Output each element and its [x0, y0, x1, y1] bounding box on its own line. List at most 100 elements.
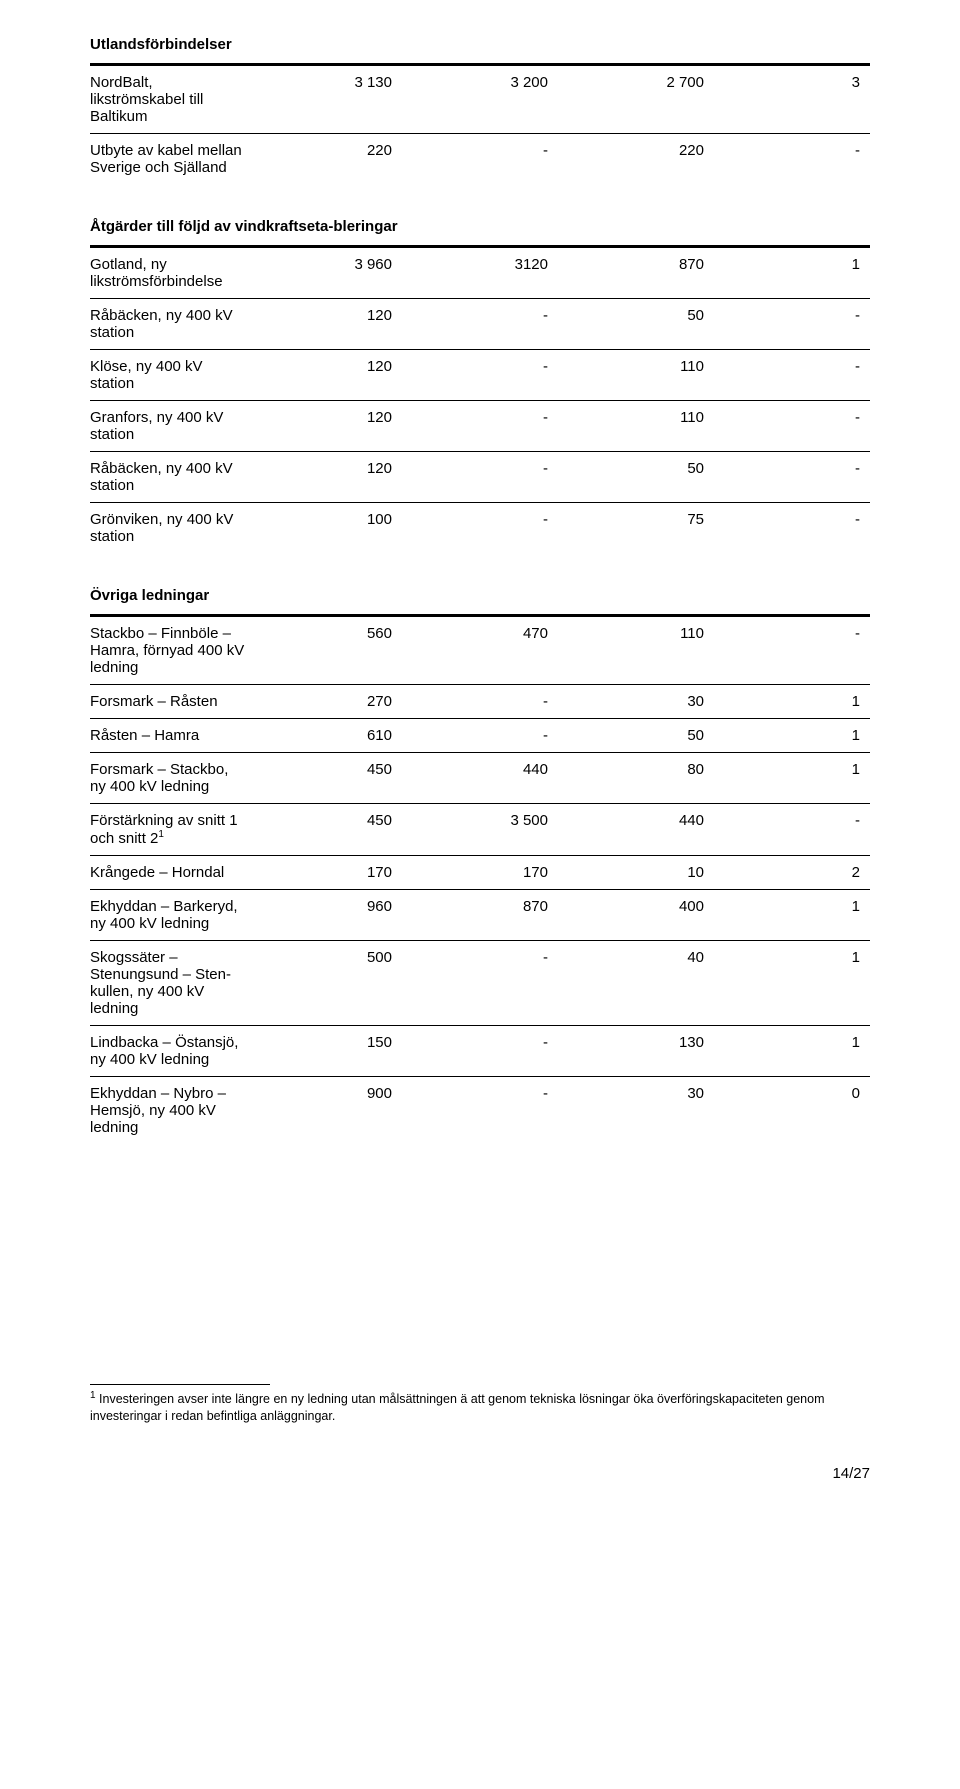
section-title-ovriga: Övriga ledningar [90, 587, 870, 604]
row-value: - [402, 401, 558, 452]
row-value: 400 [558, 890, 714, 941]
row-value: 470 [402, 617, 558, 685]
page-number: 14/27 [90, 1465, 870, 1482]
row-label: Råbäcken, ny 400 kV station [90, 452, 246, 503]
row-value: 500 [246, 941, 402, 1026]
row-value: 2 700 [558, 66, 714, 134]
table-row: Förstärkning av snitt 1 och snitt 214503… [90, 804, 870, 856]
row-value: 900 [246, 1077, 402, 1145]
row-label: Råsten – Hamra [90, 719, 246, 753]
row-value: 50 [558, 452, 714, 503]
row-value: 3 200 [402, 66, 558, 134]
row-value: 1 [714, 941, 870, 1026]
row-value: 960 [246, 890, 402, 941]
table-row: Råbäcken, ny 400 kV station120-50- [90, 452, 870, 503]
table-vind: Gotland, ny likströmsförbindelse3 960312… [90, 245, 870, 553]
row-value: 170 [246, 856, 402, 890]
row-value: 450 [246, 804, 402, 856]
table-row: Ekhyddan – Nybro – Hemsjö, ny 400 kV led… [90, 1077, 870, 1145]
row-value: - [714, 299, 870, 350]
row-value: 3 500 [402, 804, 558, 856]
row-value: 870 [558, 248, 714, 299]
row-value: - [714, 452, 870, 503]
row-value: 100 [246, 503, 402, 554]
row-value: 30 [558, 1077, 714, 1145]
table-row: Stackbo – Finnböle – Hamra, förnyad 400 … [90, 617, 870, 685]
row-value: - [714, 134, 870, 185]
row-label: Lindbacka – Östansjö, ny 400 kV ledning [90, 1026, 246, 1077]
table-row: Utbyte av kabel mellan Sverige och Själl… [90, 134, 870, 185]
row-value: 440 [402, 753, 558, 804]
row-value: 120 [246, 299, 402, 350]
row-label: NordBalt, likströmskabel till Baltikum [90, 66, 246, 134]
row-value: - [714, 617, 870, 685]
row-value: - [402, 350, 558, 401]
row-value: - [714, 350, 870, 401]
footnote: 1 Investeringen avser inte längre en ny … [90, 1389, 870, 1425]
row-label: Förstärkning av snitt 1 och snitt 21 [90, 804, 246, 856]
row-value: 870 [402, 890, 558, 941]
row-value: 270 [246, 685, 402, 719]
row-label: Skogssäter – Stenungsund – Sten-kullen, … [90, 941, 246, 1026]
row-value: 610 [246, 719, 402, 753]
row-value: 560 [246, 617, 402, 685]
table-row: Ekhyddan – Barkeryd, ny 400 kV ledning96… [90, 890, 870, 941]
row-value: 450 [246, 753, 402, 804]
row-value: - [402, 719, 558, 753]
row-value: - [402, 941, 558, 1026]
row-label: Krångede – Horndal [90, 856, 246, 890]
row-value: 120 [246, 401, 402, 452]
row-label: Råbäcken, ny 400 kV station [90, 299, 246, 350]
table-ovriga: Stackbo – Finnböle – Hamra, förnyad 400 … [90, 614, 870, 1144]
row-value: 1 [714, 685, 870, 719]
table-row: Granfors, ny 400 kV station120-110- [90, 401, 870, 452]
row-value: 30 [558, 685, 714, 719]
table-row: Grönviken, ny 400 kV station100-75- [90, 503, 870, 554]
row-label: Klöse, ny 400 kV station [90, 350, 246, 401]
row-value: 120 [246, 350, 402, 401]
row-value: 1 [714, 248, 870, 299]
row-value: 0 [714, 1077, 870, 1145]
row-value: 50 [558, 299, 714, 350]
row-value: 130 [558, 1026, 714, 1077]
row-label: Grönviken, ny 400 kV station [90, 503, 246, 554]
section-title-vind: Åtgärder till följd av vindkraftseta-ble… [90, 218, 870, 235]
table-row: Krångede – Horndal170170102 [90, 856, 870, 890]
row-label: Gotland, ny likströmsförbindelse [90, 248, 246, 299]
row-label: Granfors, ny 400 kV station [90, 401, 246, 452]
row-label: Forsmark – Råsten [90, 685, 246, 719]
row-value: - [402, 503, 558, 554]
row-value: - [714, 503, 870, 554]
row-value: 2 [714, 856, 870, 890]
row-value: 440 [558, 804, 714, 856]
row-value: 110 [558, 617, 714, 685]
table-row: Skogssäter – Stenungsund – Sten-kullen, … [90, 941, 870, 1026]
row-value: 10 [558, 856, 714, 890]
row-label: Stackbo – Finnböle – Hamra, förnyad 400 … [90, 617, 246, 685]
row-value: - [402, 1026, 558, 1077]
footnote-text: Investeringen avser inte längre en ny le… [90, 1392, 825, 1423]
row-label: Ekhyddan – Nybro – Hemsjö, ny 400 kV led… [90, 1077, 246, 1145]
row-value: 3120 [402, 248, 558, 299]
row-value: 1 [714, 890, 870, 941]
table-row: Råbäcken, ny 400 kV station120-50- [90, 299, 870, 350]
row-value: - [402, 452, 558, 503]
footnote-rule [90, 1384, 270, 1385]
row-value: 80 [558, 753, 714, 804]
table-row: Lindbacka – Östansjö, ny 400 kV ledning1… [90, 1026, 870, 1077]
row-value: - [714, 804, 870, 856]
row-value: 3 [714, 66, 870, 134]
table-row: Forsmark – Stackbo, ny 400 kV ledning450… [90, 753, 870, 804]
row-label: Forsmark – Stackbo, ny 400 kV ledning [90, 753, 246, 804]
row-value: 1 [714, 753, 870, 804]
row-label: Ekhyddan – Barkeryd, ny 400 kV ledning [90, 890, 246, 941]
table-row: Gotland, ny likströmsförbindelse3 960312… [90, 248, 870, 299]
row-value: - [714, 401, 870, 452]
row-value: - [402, 299, 558, 350]
row-footnote-ref: 1 [158, 829, 164, 840]
row-value: 3 960 [246, 248, 402, 299]
row-value: 170 [402, 856, 558, 890]
row-value: 150 [246, 1026, 402, 1077]
table-utland: NordBalt, likströmskabel till Baltikum 3 … [90, 63, 870, 184]
row-value: 40 [558, 941, 714, 1026]
